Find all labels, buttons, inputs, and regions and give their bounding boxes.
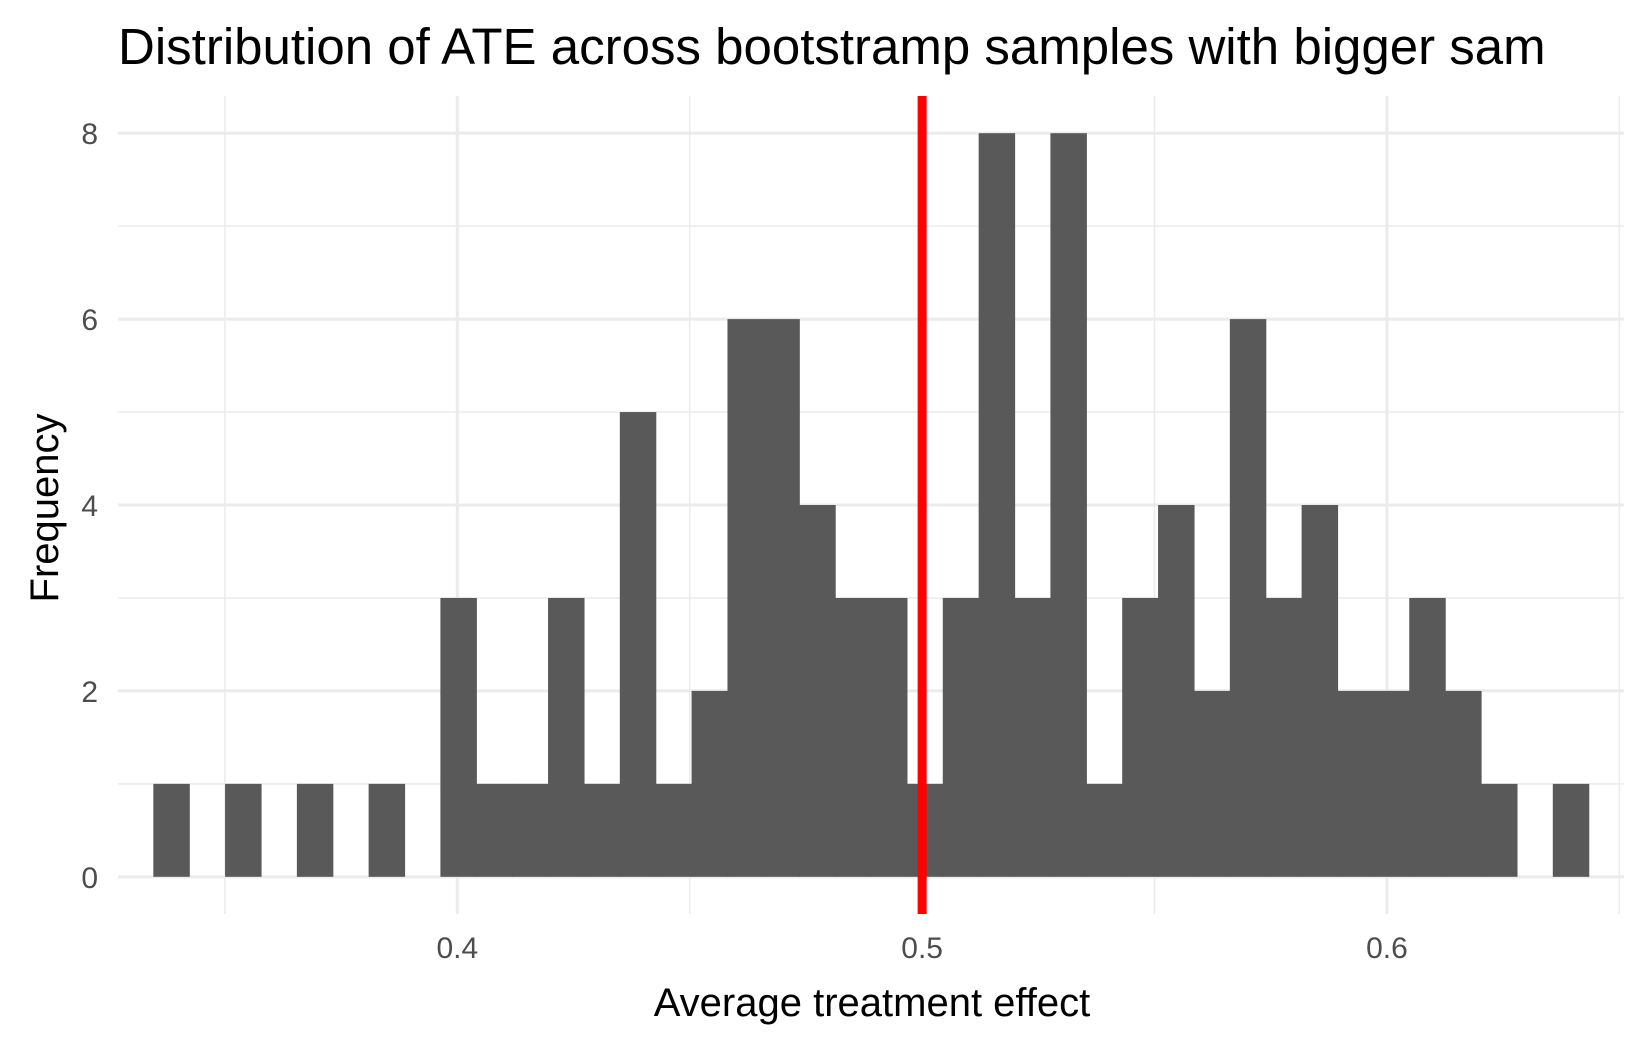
- y-tick-label: 8: [81, 118, 98, 151]
- histogram-bar: [1014, 597, 1052, 877]
- histogram-bar: [1122, 597, 1159, 877]
- y-tick-labels: 0 2 4 6 8: [81, 118, 98, 895]
- histogram-bar: [727, 319, 764, 877]
- histogram-bar: [1481, 783, 1518, 877]
- histogram-bar: [1373, 690, 1410, 877]
- histogram-bar: [225, 783, 262, 877]
- y-axis-title: Frequency: [23, 414, 67, 603]
- histogram-bar: [1265, 597, 1303, 877]
- histogram-bar: [1086, 783, 1123, 877]
- histogram-bar: [978, 133, 1016, 877]
- histogram-bar: [476, 783, 513, 877]
- histogram-bar: [871, 597, 908, 877]
- histogram-bar: [1229, 319, 1267, 877]
- histogram-bar: [1409, 597, 1446, 877]
- x-tick-labels: 0.4 0.5 0.6: [436, 932, 1407, 965]
- histogram-bar: [1050, 133, 1087, 877]
- histogram-bar: [440, 597, 477, 877]
- histogram-bar: [296, 783, 334, 877]
- y-tick-label: 6: [81, 304, 98, 337]
- histogram-bar: [655, 783, 693, 877]
- y-tick-label: 4: [81, 490, 98, 523]
- y-tick-label: 2: [81, 676, 98, 709]
- histogram-bar: [368, 783, 406, 877]
- y-tick-label: 0: [81, 862, 98, 895]
- histogram-bar: [1337, 690, 1374, 877]
- histogram-bars: [153, 133, 1590, 877]
- histogram-bar: [1193, 690, 1231, 877]
- x-tick-label: 0.5: [901, 932, 943, 965]
- histogram-bar: [548, 597, 585, 877]
- histogram-bar: [691, 690, 729, 877]
- histogram-bar: [1301, 505, 1339, 877]
- histogram-bar: [153, 783, 190, 877]
- histogram-bar: [619, 412, 657, 877]
- histogram-bar: [1445, 690, 1482, 877]
- histogram-bar: [763, 319, 800, 877]
- histogram-bar: [1158, 505, 1195, 877]
- histogram-bar: [799, 505, 836, 877]
- histogram-bar: [835, 597, 872, 877]
- histogram-bar: [583, 783, 621, 877]
- histogram-bar: [512, 783, 549, 877]
- histogram-bar: [942, 597, 980, 877]
- x-axis-title: Average treatment effect: [654, 981, 1091, 1025]
- histogram-bar: [1552, 783, 1590, 877]
- x-tick-label: 0.6: [1366, 932, 1408, 965]
- chart-title: Distribution of ATE across bootstramp sa…: [118, 18, 1546, 75]
- x-tick-label: 0.4: [436, 932, 478, 965]
